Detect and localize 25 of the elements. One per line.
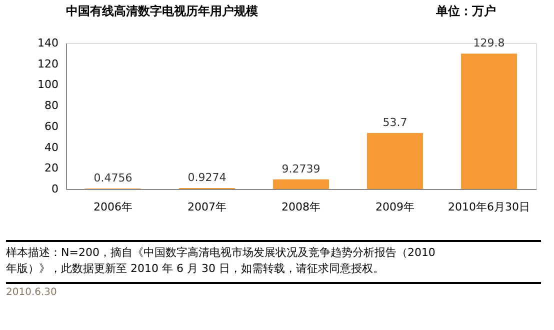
data-label: 0.9274 (188, 171, 226, 184)
y-tick-label: 120 (38, 57, 58, 70)
x-tick-label: 2006年 (94, 200, 132, 214)
bar (461, 54, 517, 189)
bar (273, 179, 329, 189)
x-tick-label: 2010年6月30日 (448, 200, 530, 214)
x-tick-label: 2008年 (282, 200, 320, 214)
y-tick-label: 100 (38, 78, 58, 92)
y-tick-label: 140 (38, 36, 58, 50)
x-tick-label: 2007年 (188, 200, 226, 214)
text: 样本描述：N=200，摘自《中国数字高清电视市场发展状况及竞争趋势分析报告（2010 年版）》，此数据更新至 2010 年 6 月 30 日，如需转载，请征求同意授权。 (6, 246, 436, 275)
y-tick-label: 20 (44, 162, 58, 175)
y-tick-label: 80 (44, 99, 58, 112)
data-label: 0.4756 (94, 172, 132, 185)
x-tick-label: 2009年 (376, 200, 414, 214)
text: 2010.6.30 (6, 287, 57, 298)
data-label: 53.7 (382, 116, 408, 129)
data-label: 9.2739 (282, 162, 320, 176)
y-tick-label: 40 (44, 140, 58, 154)
text: 单位：万户 (435, 4, 496, 18)
chart-title: 中国有线高清数字电视历年用户规模 (66, 4, 258, 18)
bar (367, 133, 423, 189)
data-label: 129.8 (473, 36, 505, 50)
y-tick-label: 60 (44, 120, 58, 133)
y-tick-label: 0 (52, 182, 58, 196)
